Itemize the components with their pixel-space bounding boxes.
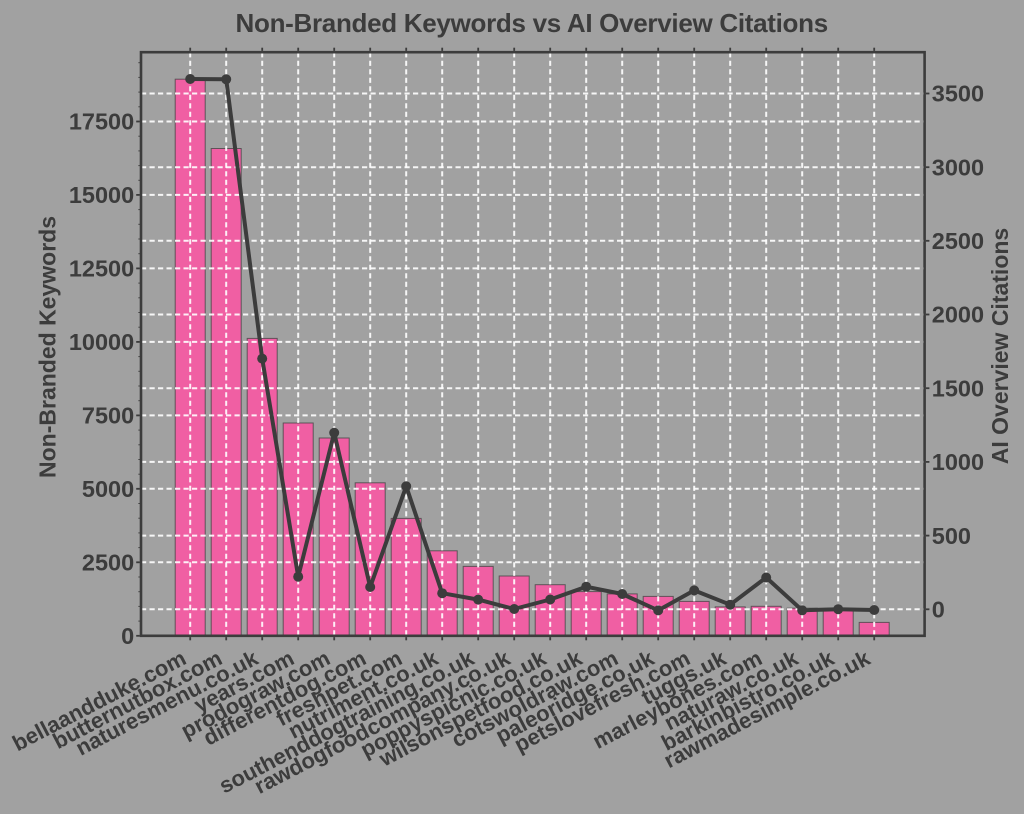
svg-text:3000: 3000 bbox=[932, 154, 984, 180]
svg-text:1500: 1500 bbox=[932, 375, 984, 401]
svg-text:2500: 2500 bbox=[932, 228, 984, 254]
svg-text:AI Overview Citations: AI Overview Citations bbox=[987, 228, 1013, 464]
svg-text:Non-Branded Keywords vs AI Ove: Non-Branded Keywords vs AI Overview Cita… bbox=[236, 8, 828, 38]
svg-text:12500: 12500 bbox=[69, 256, 134, 282]
svg-text:10000: 10000 bbox=[69, 329, 134, 355]
svg-text:Non-Branded Keywords: Non-Branded Keywords bbox=[34, 216, 60, 478]
svg-text:2000: 2000 bbox=[932, 302, 984, 328]
svg-text:3500: 3500 bbox=[932, 81, 984, 107]
svg-text:15000: 15000 bbox=[69, 182, 134, 208]
svg-text:0: 0 bbox=[932, 597, 945, 623]
svg-text:2500: 2500 bbox=[82, 550, 134, 576]
svg-text:17500: 17500 bbox=[69, 109, 134, 135]
svg-text:5000: 5000 bbox=[82, 476, 134, 502]
svg-text:500: 500 bbox=[932, 523, 971, 549]
svg-text:7500: 7500 bbox=[82, 403, 134, 429]
svg-text:1000: 1000 bbox=[932, 449, 984, 475]
svg-text:0: 0 bbox=[121, 623, 134, 649]
